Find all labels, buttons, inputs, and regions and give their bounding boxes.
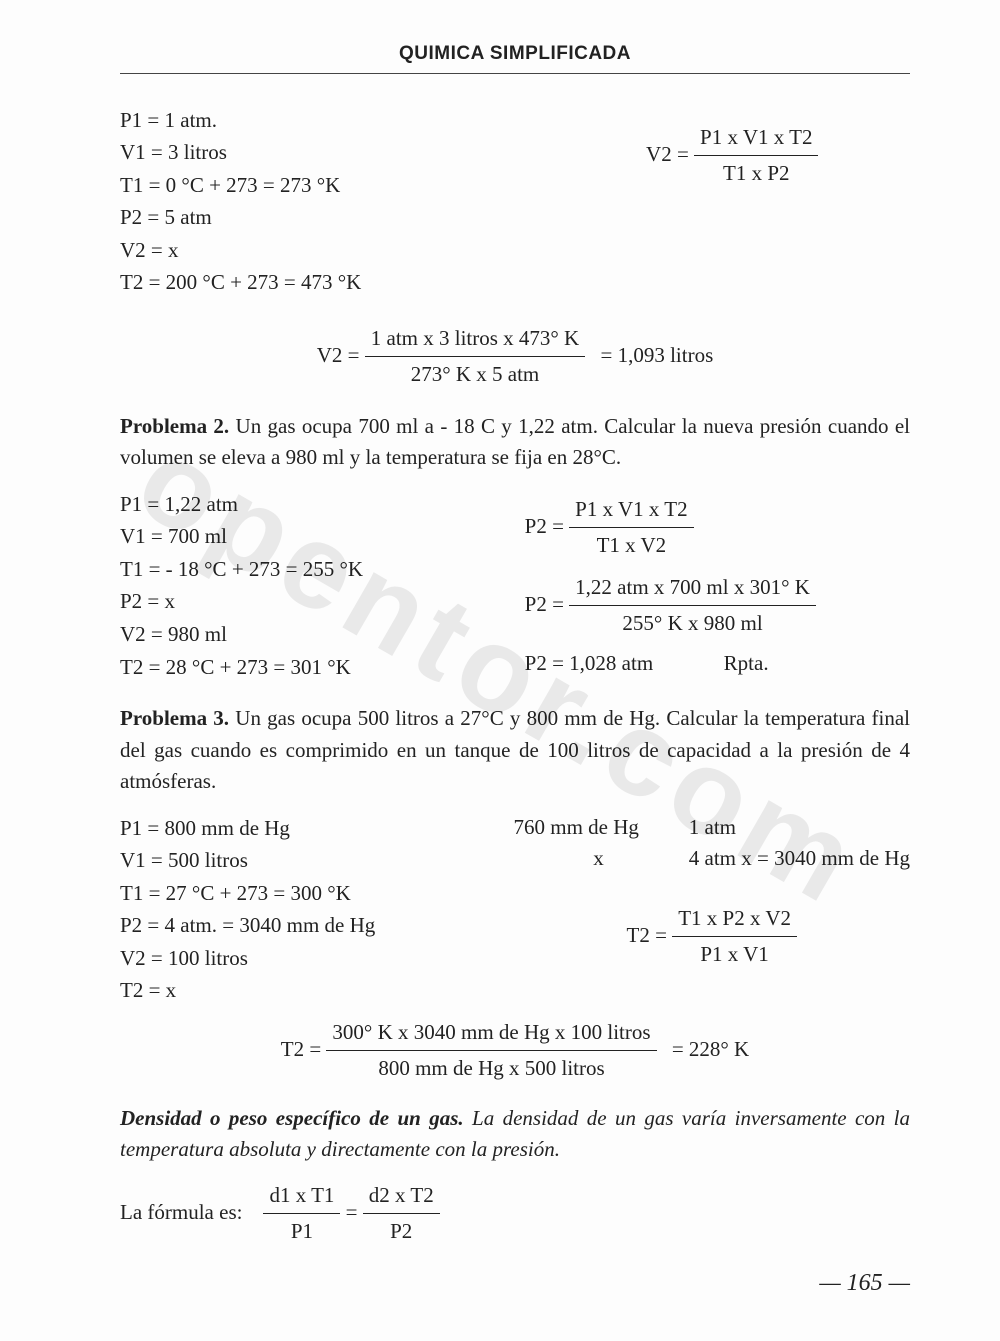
density-frac2: d2 x T2 P2 xyxy=(363,1180,440,1248)
p3-conv-r1c1: 760 mm de Hg xyxy=(514,812,684,844)
p1-P2: P2 = 5 atm xyxy=(120,201,555,234)
p3-calc-frac: 300° K x 3040 mm de Hg x 100 litros 800 … xyxy=(326,1017,656,1085)
p2-rpta: Rpta. xyxy=(724,651,769,675)
p3-formula-den: P1 x V1 xyxy=(672,937,797,971)
p2-T2: T2 = 28 °C + 273 = 301 °K xyxy=(120,651,525,684)
p3-T1: T1 = 27 °C + 273 = 300 °K xyxy=(120,877,514,910)
density-formula-line: La fórmula es: d1 x T1 P1 = d2 x T2 P2 xyxy=(120,1180,910,1248)
p2-V2: V2 = 980 ml xyxy=(120,618,525,651)
p3-V1: V1 = 500 litros xyxy=(120,844,514,877)
p2-calc-lhs: P2 = xyxy=(525,592,564,616)
p3-P1: P1 = 800 mm de Hg xyxy=(120,812,514,845)
p3-formula-num: T1 x P2 x V2 xyxy=(672,903,797,938)
p3-formula-frac: T1 x P2 x V2 P1 x V1 xyxy=(672,903,797,971)
p1-calc-frac: 1 atm x 3 litros x 473° K 273° K x 5 atm xyxy=(365,323,585,391)
p1-calc-den: 273° K x 5 atm xyxy=(365,357,585,391)
p3-text: Un gas ocupa 500 litros a 27°C y 800 mm … xyxy=(120,706,910,793)
p2-V1: V1 = 700 ml xyxy=(120,520,525,553)
p1-V1: V1 = 3 litros xyxy=(120,136,555,169)
density-num2: d2 x T2 xyxy=(363,1180,440,1215)
p3-calc-rhs: = 228° K xyxy=(672,1037,749,1061)
p2-title: Problema 2. xyxy=(120,414,229,438)
density-num1: d1 x T1 xyxy=(263,1180,340,1215)
p2-calc-num: 1,22 atm x 700 ml x 301° K xyxy=(569,572,816,607)
p2-result: P2 = 1,028 atm xyxy=(525,651,654,675)
p1-T1: T1 = 0 °C + 273 = 273 °K xyxy=(120,169,555,202)
p2-formula-num: P1 x V1 x T2 xyxy=(569,494,693,529)
p1-P1: P1 = 1 atm. xyxy=(120,104,555,137)
p1-calc-rhs: = 1,093 litros xyxy=(600,343,713,367)
p1-T2: T2 = 200 °C + 273 = 473 °K xyxy=(120,266,555,299)
p3-P2: P2 = 4 atm. = 3040 mm de Hg xyxy=(120,909,514,942)
p2-calc-frac: 1,22 atm x 700 ml x 301° K 255° K x 980 … xyxy=(569,572,816,640)
p3-para: Problema 3. Un gas ocupa 500 litros a 27… xyxy=(120,703,910,798)
p1-formula-frac: P1 x V1 x T2 T1 x P2 xyxy=(694,122,818,190)
p2-P1: P1 = 1,22 atm xyxy=(120,488,525,521)
p1-formula-den: T1 x P2 xyxy=(694,156,818,190)
p3-conv-r2c2: 4 atm x = 3040 mm de Hg xyxy=(689,846,910,870)
p3-title: Problema 3. xyxy=(120,706,229,730)
density-formula-label: La fórmula es: xyxy=(120,1200,242,1224)
page: opentor.com QUIMICA SIMPLIFICADA P1 = 1 … xyxy=(0,0,1000,1341)
density-title: Densidad o peso específico de un gas. xyxy=(120,1106,464,1130)
p3-T2: T2 = x xyxy=(120,974,514,1007)
density-den2: P2 xyxy=(363,1214,440,1248)
p1-block: P1 = 1 atm. V1 = 3 litros T1 = 0 °C + 27… xyxy=(120,104,910,299)
p3-calc-den: 800 mm de Hg x 500 litros xyxy=(326,1051,656,1085)
density-para: Densidad o peso específico de un gas. La… xyxy=(120,1103,910,1166)
p1-V2: V2 = x xyxy=(120,234,555,267)
p1-calc: V2 = 1 atm x 3 litros x 473° K 273° K x … xyxy=(120,323,910,391)
page-number: — 165 — xyxy=(819,1265,910,1301)
p3-calc-num: 300° K x 3040 mm de Hg x 100 litros xyxy=(326,1017,656,1052)
p3-formula-lhs: T2 = xyxy=(627,922,667,946)
p3-block: P1 = 800 mm de Hg V1 = 500 litros T1 = 2… xyxy=(120,812,910,1007)
p1-calc-num: 1 atm x 3 litros x 473° K xyxy=(365,323,585,358)
p2-text: Un gas ocupa 700 ml a - 18 C y 1,22 atm.… xyxy=(120,414,910,470)
p3-conv-r2c1: x xyxy=(514,843,684,875)
p3-conversion: 760 mm de Hg 1 atm x 4 atm x = 3040 mm d… xyxy=(514,812,911,875)
p3-calc: T2 = 300° K x 3040 mm de Hg x 100 litros… xyxy=(120,1017,910,1085)
p2-block: P1 = 1,22 atm V1 = 700 ml T1 = - 18 °C +… xyxy=(120,488,910,683)
p2-formula-frac: P1 x V1 x T2 T1 x V2 xyxy=(569,494,693,562)
density-den1: P1 xyxy=(263,1214,340,1248)
p3-calc-lhs: T2 = xyxy=(281,1037,321,1061)
page-header: QUIMICA SIMPLIFICADA xyxy=(120,40,910,74)
p2-calc-den: 255° K x 980 ml xyxy=(569,606,816,640)
equals-sign: = xyxy=(346,1200,363,1224)
p2-formula-lhs: P2 = xyxy=(525,514,564,538)
p1-formula-lhs: V2 = xyxy=(646,141,689,165)
p1-formula-num: P1 x V1 x T2 xyxy=(694,122,818,157)
density-frac1: d1 x T1 P1 xyxy=(263,1180,340,1248)
p2-P2: P2 = x xyxy=(120,585,525,618)
p3-V2: V2 = 100 litros xyxy=(120,942,514,975)
p1-calc-lhs: V2 = xyxy=(317,343,360,367)
p3-conv-r1c2: 1 atm xyxy=(689,815,736,839)
p2-formula-den: T1 x V2 xyxy=(569,528,693,562)
p2-para: Problema 2. Un gas ocupa 700 ml a - 18 C… xyxy=(120,411,910,474)
p2-T1: T1 = - 18 °C + 273 = 255 °K xyxy=(120,553,525,586)
